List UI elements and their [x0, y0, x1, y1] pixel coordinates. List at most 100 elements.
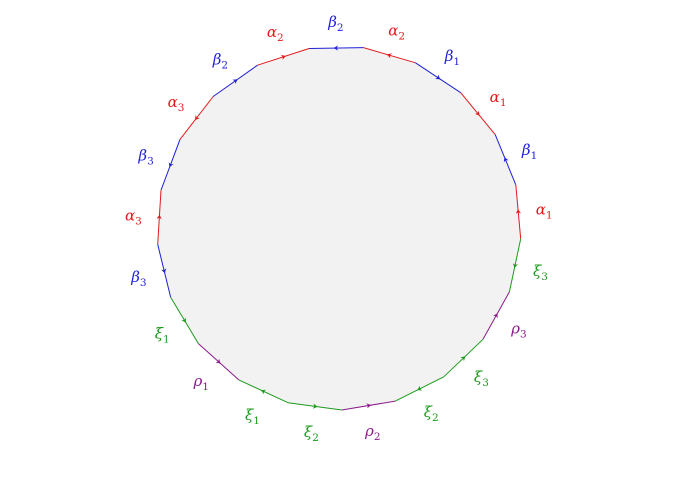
- edge-label-symbol: ρ: [510, 319, 520, 337]
- edge-label-e9: ξ2: [424, 403, 439, 424]
- edge-arrowhead: [435, 74, 441, 80]
- edge-arrowhead: [280, 54, 286, 60]
- edge-label-index: 1: [253, 415, 260, 427]
- edge-label-e20: α2: [267, 23, 284, 44]
- edge-label-symbol: β: [130, 268, 140, 286]
- edge-label-e15: β3: [130, 268, 146, 289]
- edge-label-symbol: β: [327, 13, 337, 31]
- edge-label-e5: α1: [536, 201, 553, 222]
- edge-e20: [257, 48, 310, 66]
- edge-e5: [515, 184, 522, 239]
- edge-e3: [460, 92, 496, 135]
- edge-label-index: 2: [432, 412, 439, 424]
- edge-label-index: 1: [531, 150, 538, 162]
- edge-label-index: 2: [312, 432, 319, 444]
- edge-arrowhead: [312, 403, 318, 409]
- edge-e10: [341, 400, 396, 411]
- edge-label-e1: α2: [388, 21, 405, 42]
- edge-e18: [179, 96, 214, 140]
- edge-label-symbol: ξ: [245, 406, 254, 424]
- edge-label-index: 1: [202, 381, 209, 393]
- polygon-face: [157, 47, 521, 410]
- edge-arrowhead: [366, 403, 372, 409]
- edge-label-e8: ξ3: [474, 368, 489, 389]
- edge-label-symbol: ξ: [424, 403, 433, 421]
- edge-label-symbol: α: [168, 93, 178, 111]
- edge-label-index: 1: [546, 210, 553, 222]
- edge-label-index: 3: [520, 328, 527, 340]
- edge-e12: [238, 379, 289, 404]
- edge-arrowhead: [474, 110, 480, 116]
- edge-arrowhead: [512, 263, 518, 268]
- edge-label-symbol: ρ: [364, 422, 374, 440]
- edge-label-e2: β1: [444, 47, 460, 68]
- edge-label-symbol: α: [267, 23, 277, 41]
- edge-arrowhead: [417, 385, 423, 391]
- edge-arrowhead: [260, 389, 267, 395]
- edge-label-index: 1: [500, 97, 507, 109]
- edge-label-index: 1: [163, 334, 170, 346]
- edge-label-symbol: ρ: [192, 372, 202, 390]
- edge-label-e14: ξ1: [155, 325, 170, 346]
- edge-label-index: 3: [147, 156, 154, 168]
- edge-e14: [170, 296, 199, 344]
- edge-label-symbol: β: [137, 147, 147, 165]
- edge-label-e18: α3: [168, 93, 185, 114]
- labels-layer: α2β1α1β1α1ξ3ρ3ξ3ξ2ρ2ξ2ξ1ρ1ξ1β3α3β3α3β2α2…: [125, 13, 553, 444]
- edge-label-e12: ξ1: [245, 406, 260, 427]
- edge-label-e10: ρ2: [364, 422, 381, 443]
- edge-e21: [309, 45, 364, 51]
- edge-arrowhead: [168, 162, 174, 168]
- edge-label-e21: β2: [327, 13, 343, 34]
- edge-label-symbol: ξ: [304, 423, 313, 441]
- edge-label-index: 2: [398, 30, 405, 42]
- edge-arrowhead: [493, 313, 498, 319]
- edge-e17: [160, 139, 181, 191]
- edge-label-symbol: α: [536, 201, 546, 219]
- edge-label-index: 3: [135, 216, 142, 228]
- edge-label-symbol: β: [521, 141, 531, 159]
- edge-label-e3: α1: [490, 88, 507, 109]
- edge-label-symbol: α: [490, 88, 500, 106]
- edge-label-e13: ρ1: [192, 372, 209, 393]
- edge-e15: [157, 244, 172, 298]
- edge-e4: [494, 134, 517, 185]
- edge-label-e17: β3: [137, 147, 153, 168]
- edge-arrowhead: [515, 209, 521, 214]
- edge-label-index: 2: [337, 22, 344, 34]
- edge-label-index: 2: [277, 32, 284, 44]
- edge-e8: [443, 338, 484, 378]
- edge-label-e16: α3: [125, 207, 142, 228]
- edge-e11: [287, 402, 342, 411]
- edge-e16: [156, 190, 162, 245]
- edge-arrowhead: [503, 157, 509, 163]
- edge-e13: [198, 343, 240, 381]
- edge-label-e7: ρ3: [510, 319, 527, 340]
- edge-label-index: 3: [482, 377, 489, 389]
- edge-label-symbol: ξ: [474, 368, 483, 386]
- edge-arrowhead: [161, 268, 167, 274]
- edge-arrowhead: [232, 79, 238, 84]
- edge-label-index: 3: [140, 277, 147, 289]
- edge-e2: [415, 62, 461, 94]
- edges-layer: [156, 45, 522, 411]
- edge-label-e6: ξ3: [533, 262, 548, 283]
- edge-arrowhead: [156, 214, 162, 220]
- edge-label-symbol: ξ: [533, 262, 542, 280]
- edge-arrowhead: [460, 356, 466, 362]
- edge-e7: [482, 291, 510, 340]
- edge-label-symbol: α: [125, 207, 135, 225]
- edge-label-index: 3: [178, 102, 185, 114]
- edge-arrowhead: [215, 358, 221, 364]
- edge-label-index: 2: [374, 431, 381, 443]
- edge-label-index: 3: [541, 271, 548, 283]
- edge-label-symbol: β: [212, 51, 222, 69]
- edge-label-index: 2: [221, 60, 228, 72]
- edge-label-symbol: β: [444, 47, 454, 65]
- edge-label-symbol: α: [388, 21, 398, 39]
- edge-arrowhead: [386, 53, 392, 59]
- edge-label-index: 1: [453, 56, 460, 68]
- edge-arrowhead: [195, 114, 200, 121]
- edge-label-e19: β2: [212, 51, 228, 72]
